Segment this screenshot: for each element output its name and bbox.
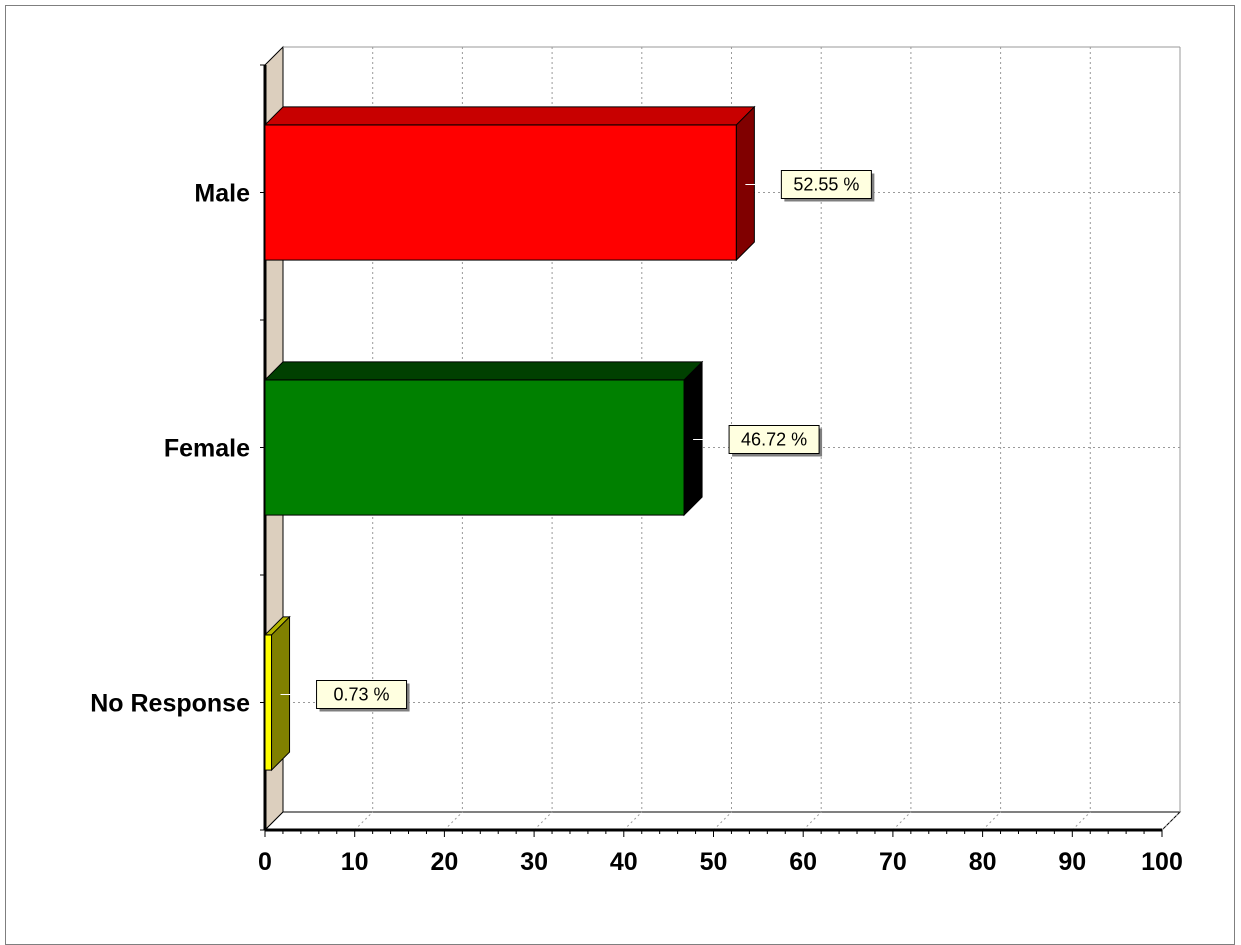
bar-group xyxy=(263,360,704,517)
floor-gridline xyxy=(354,811,374,831)
floor-gridline xyxy=(713,811,732,831)
x-tick-label: 80 xyxy=(969,848,997,876)
data-label-box xyxy=(728,425,820,454)
bar-top-face xyxy=(263,106,756,126)
floor-gridline xyxy=(444,811,463,831)
x-tick-label: 60 xyxy=(789,848,817,876)
x-tick-label: 0 xyxy=(258,848,272,876)
floor-gridline xyxy=(982,811,1001,831)
floor-gridline xyxy=(533,811,553,831)
bar-side-face xyxy=(683,360,703,517)
category-label: Male xyxy=(194,180,250,208)
bar-group xyxy=(263,105,756,262)
floor xyxy=(263,811,1182,831)
floor-gridline xyxy=(1071,811,1091,831)
data-label-box xyxy=(316,680,408,709)
bar-side-face xyxy=(271,615,291,772)
category-label: No Response xyxy=(90,690,250,718)
x-tick-label: 100 xyxy=(1141,848,1183,876)
x-tick-label: 70 xyxy=(879,848,907,876)
data-label-box xyxy=(780,170,872,199)
floor-gridline xyxy=(802,811,822,831)
bar xyxy=(264,634,273,771)
bar-chart: 0 10 20 30 40 50 60 70 80 90 100 Male 52.55 % Female 4… xyxy=(90,45,1183,876)
data-label: 52.55 % xyxy=(793,175,859,195)
data-label: 46.72 % xyxy=(741,430,807,450)
x-tick-label: 10 xyxy=(341,848,369,876)
bar-side-face xyxy=(735,105,755,262)
data-label: 0.73 % xyxy=(334,685,390,705)
category-label: Female xyxy=(164,435,250,463)
x-tick-label: 20 xyxy=(430,848,458,876)
x-tick-label: 30 xyxy=(520,848,548,876)
bar xyxy=(264,124,737,261)
floor-gridline xyxy=(623,811,643,831)
bar xyxy=(264,379,685,516)
floor-gridline xyxy=(1161,811,1181,831)
x-tick-label: 90 xyxy=(1058,848,1086,876)
bar-group xyxy=(263,615,291,772)
x-tick-label: 50 xyxy=(700,848,728,876)
x-tick-label: 40 xyxy=(610,848,638,876)
floor-gridline xyxy=(892,811,912,831)
bar-top-face xyxy=(263,361,704,381)
